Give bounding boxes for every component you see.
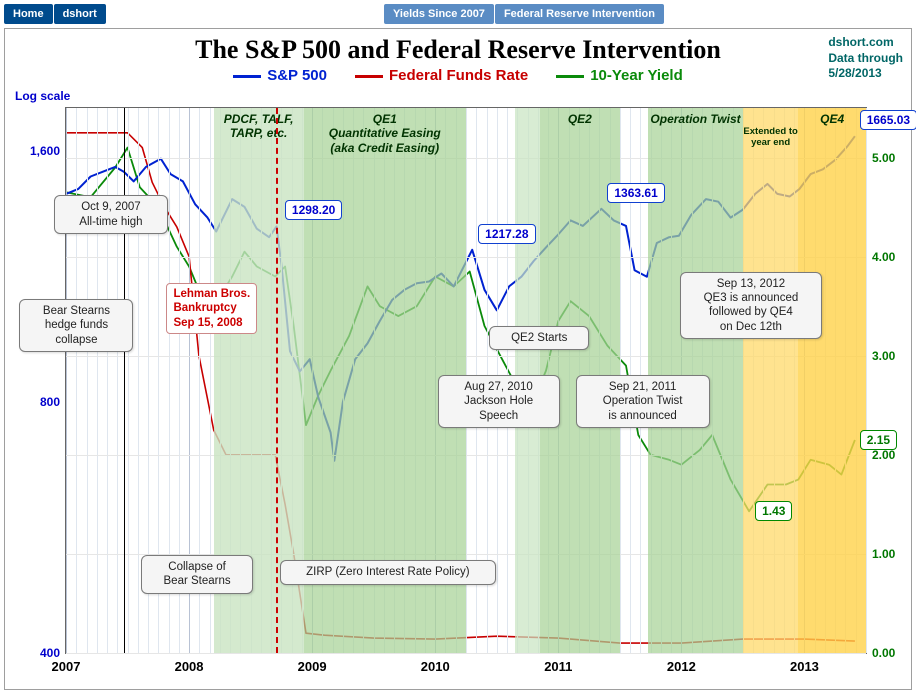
legend-s-p-500: S&P 500 bbox=[233, 67, 327, 84]
x-tick-2009: 2009 bbox=[298, 653, 327, 674]
lehman-label: Lehman Bros.BankruptcySep 15, 2008 bbox=[166, 283, 257, 334]
region-label-ot: Operation Twist bbox=[648, 112, 743, 126]
callout-zirp: ZIRP (Zero Interest Rate Policy) bbox=[280, 560, 496, 584]
pt1298: 1298.20 bbox=[285, 200, 342, 220]
callout-qe2starts: QE2 Starts bbox=[489, 326, 589, 350]
tab-yields-since-2007[interactable]: Yields Since 2007 bbox=[384, 4, 494, 24]
yr-tick-4: 4.00 bbox=[866, 250, 895, 264]
yr-tick-3: 3.00 bbox=[866, 349, 895, 363]
log-scale-label: Log scale bbox=[15, 89, 70, 103]
yl-tick-1600: 1,600 bbox=[30, 144, 66, 158]
region-qe4 bbox=[798, 108, 866, 653]
tab-federal-reserve-intervention[interactable]: Federal Reserve Intervention bbox=[495, 4, 664, 24]
legend: S&P 500 Federal Funds Rate 10-Year Yield bbox=[5, 67, 911, 84]
source-site: dshort.com bbox=[828, 35, 893, 49]
region-label-ot-extended: Extended to year end bbox=[743, 126, 798, 149]
legend-10-year-yield: 10-Year Yield bbox=[556, 67, 683, 84]
x-tick-2007: 2007 bbox=[52, 653, 81, 674]
callout-jackson: Aug 27, 2010Jackson HoleSpeech bbox=[438, 375, 560, 428]
x-tick-2013: 2013 bbox=[790, 653, 819, 674]
chart-title: The S&P 500 and Federal Reserve Interven… bbox=[5, 35, 911, 65]
callout-ath: Oct 9, 2007All-time high bbox=[54, 195, 168, 234]
x-tick-2008: 2008 bbox=[175, 653, 204, 674]
source-line2: Data through bbox=[828, 51, 903, 65]
yr-tick-5: 5.00 bbox=[866, 151, 895, 165]
x-tick-2011: 2011 bbox=[544, 653, 572, 674]
yr-tick-0: 0.00 bbox=[866, 646, 895, 660]
region-otext bbox=[743, 108, 798, 653]
top-bar: Homedshort Yields Since 2007Federal Rese… bbox=[4, 4, 912, 24]
plot-area: PDCF, TALF,TARP, etc.QE1Quantitative Eas… bbox=[65, 107, 867, 654]
callout-bear-hedge: Bear Stearnshedge fundscollapse bbox=[19, 299, 133, 352]
x-tick-2010: 2010 bbox=[421, 653, 450, 674]
callout-bear-collapse: Collapse ofBear Stearns bbox=[141, 555, 253, 594]
lehman-line bbox=[276, 108, 278, 653]
legend-federal-funds-rate: Federal Funds Rate bbox=[355, 67, 528, 84]
region-label-pdcf: PDCF, TALF,TARP, etc. bbox=[214, 112, 304, 141]
chart-frame: The S&P 500 and Federal Reserve Interven… bbox=[4, 28, 912, 690]
g143: 1.43 bbox=[755, 501, 792, 521]
tab-dshort[interactable]: dshort bbox=[54, 4, 106, 24]
pt1363: 1363.61 bbox=[607, 183, 664, 203]
pt1665: 1665.03 bbox=[860, 110, 916, 130]
yl-tick-800: 800 bbox=[40, 395, 66, 409]
region-label-qe4: QE4 bbox=[798, 112, 866, 126]
callout-qe3ann: Sep 13, 2012QE3 is announcedfollowed by … bbox=[680, 272, 822, 340]
region-label-qe2: QE2 bbox=[540, 112, 620, 126]
yr-tick-1: 1.00 bbox=[866, 547, 895, 561]
region-label-qe1: QE1Quantitative Easing(aka Credit Easing… bbox=[304, 112, 466, 155]
pt1217: 1217.28 bbox=[478, 224, 535, 244]
g215: 2.15 bbox=[860, 430, 897, 450]
callout-optwist: Sep 21, 2011Operation Twistis announced bbox=[576, 375, 710, 428]
x-tick-2012: 2012 bbox=[667, 653, 696, 674]
bear-stearns-line bbox=[124, 108, 125, 653]
tab-home[interactable]: Home bbox=[4, 4, 53, 24]
